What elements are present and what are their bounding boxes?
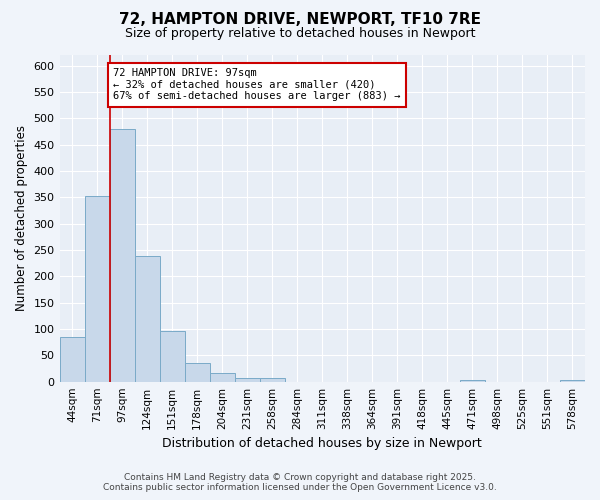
Bar: [110, 129, 134, 382]
Text: 72 HAMPTON DRIVE: 97sqm
← 32% of detached houses are smaller (420)
67% of semi-d: 72 HAMPTON DRIVE: 97sqm ← 32% of detache…: [113, 68, 401, 102]
Bar: [460, 380, 485, 382]
Bar: [560, 380, 585, 382]
Bar: [260, 378, 285, 382]
Text: Size of property relative to detached houses in Newport: Size of property relative to detached ho…: [125, 28, 475, 40]
Text: 72, HAMPTON DRIVE, NEWPORT, TF10 7RE: 72, HAMPTON DRIVE, NEWPORT, TF10 7RE: [119, 12, 481, 28]
Y-axis label: Number of detached properties: Number of detached properties: [15, 126, 28, 312]
Text: Contains HM Land Registry data © Crown copyright and database right 2025.
Contai: Contains HM Land Registry data © Crown c…: [103, 473, 497, 492]
Bar: [134, 256, 160, 382]
Bar: [209, 372, 235, 382]
Bar: [185, 363, 209, 382]
Bar: [235, 378, 260, 382]
Bar: [85, 196, 110, 382]
Bar: [59, 337, 85, 382]
X-axis label: Distribution of detached houses by size in Newport: Distribution of detached houses by size …: [163, 437, 482, 450]
Bar: [160, 330, 185, 382]
